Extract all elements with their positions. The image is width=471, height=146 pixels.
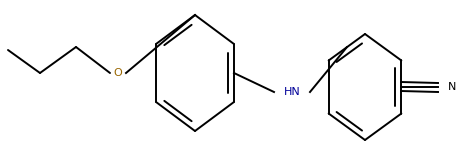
Text: HN: HN [284,87,300,97]
Text: O: O [114,68,122,78]
Text: N: N [448,82,456,92]
